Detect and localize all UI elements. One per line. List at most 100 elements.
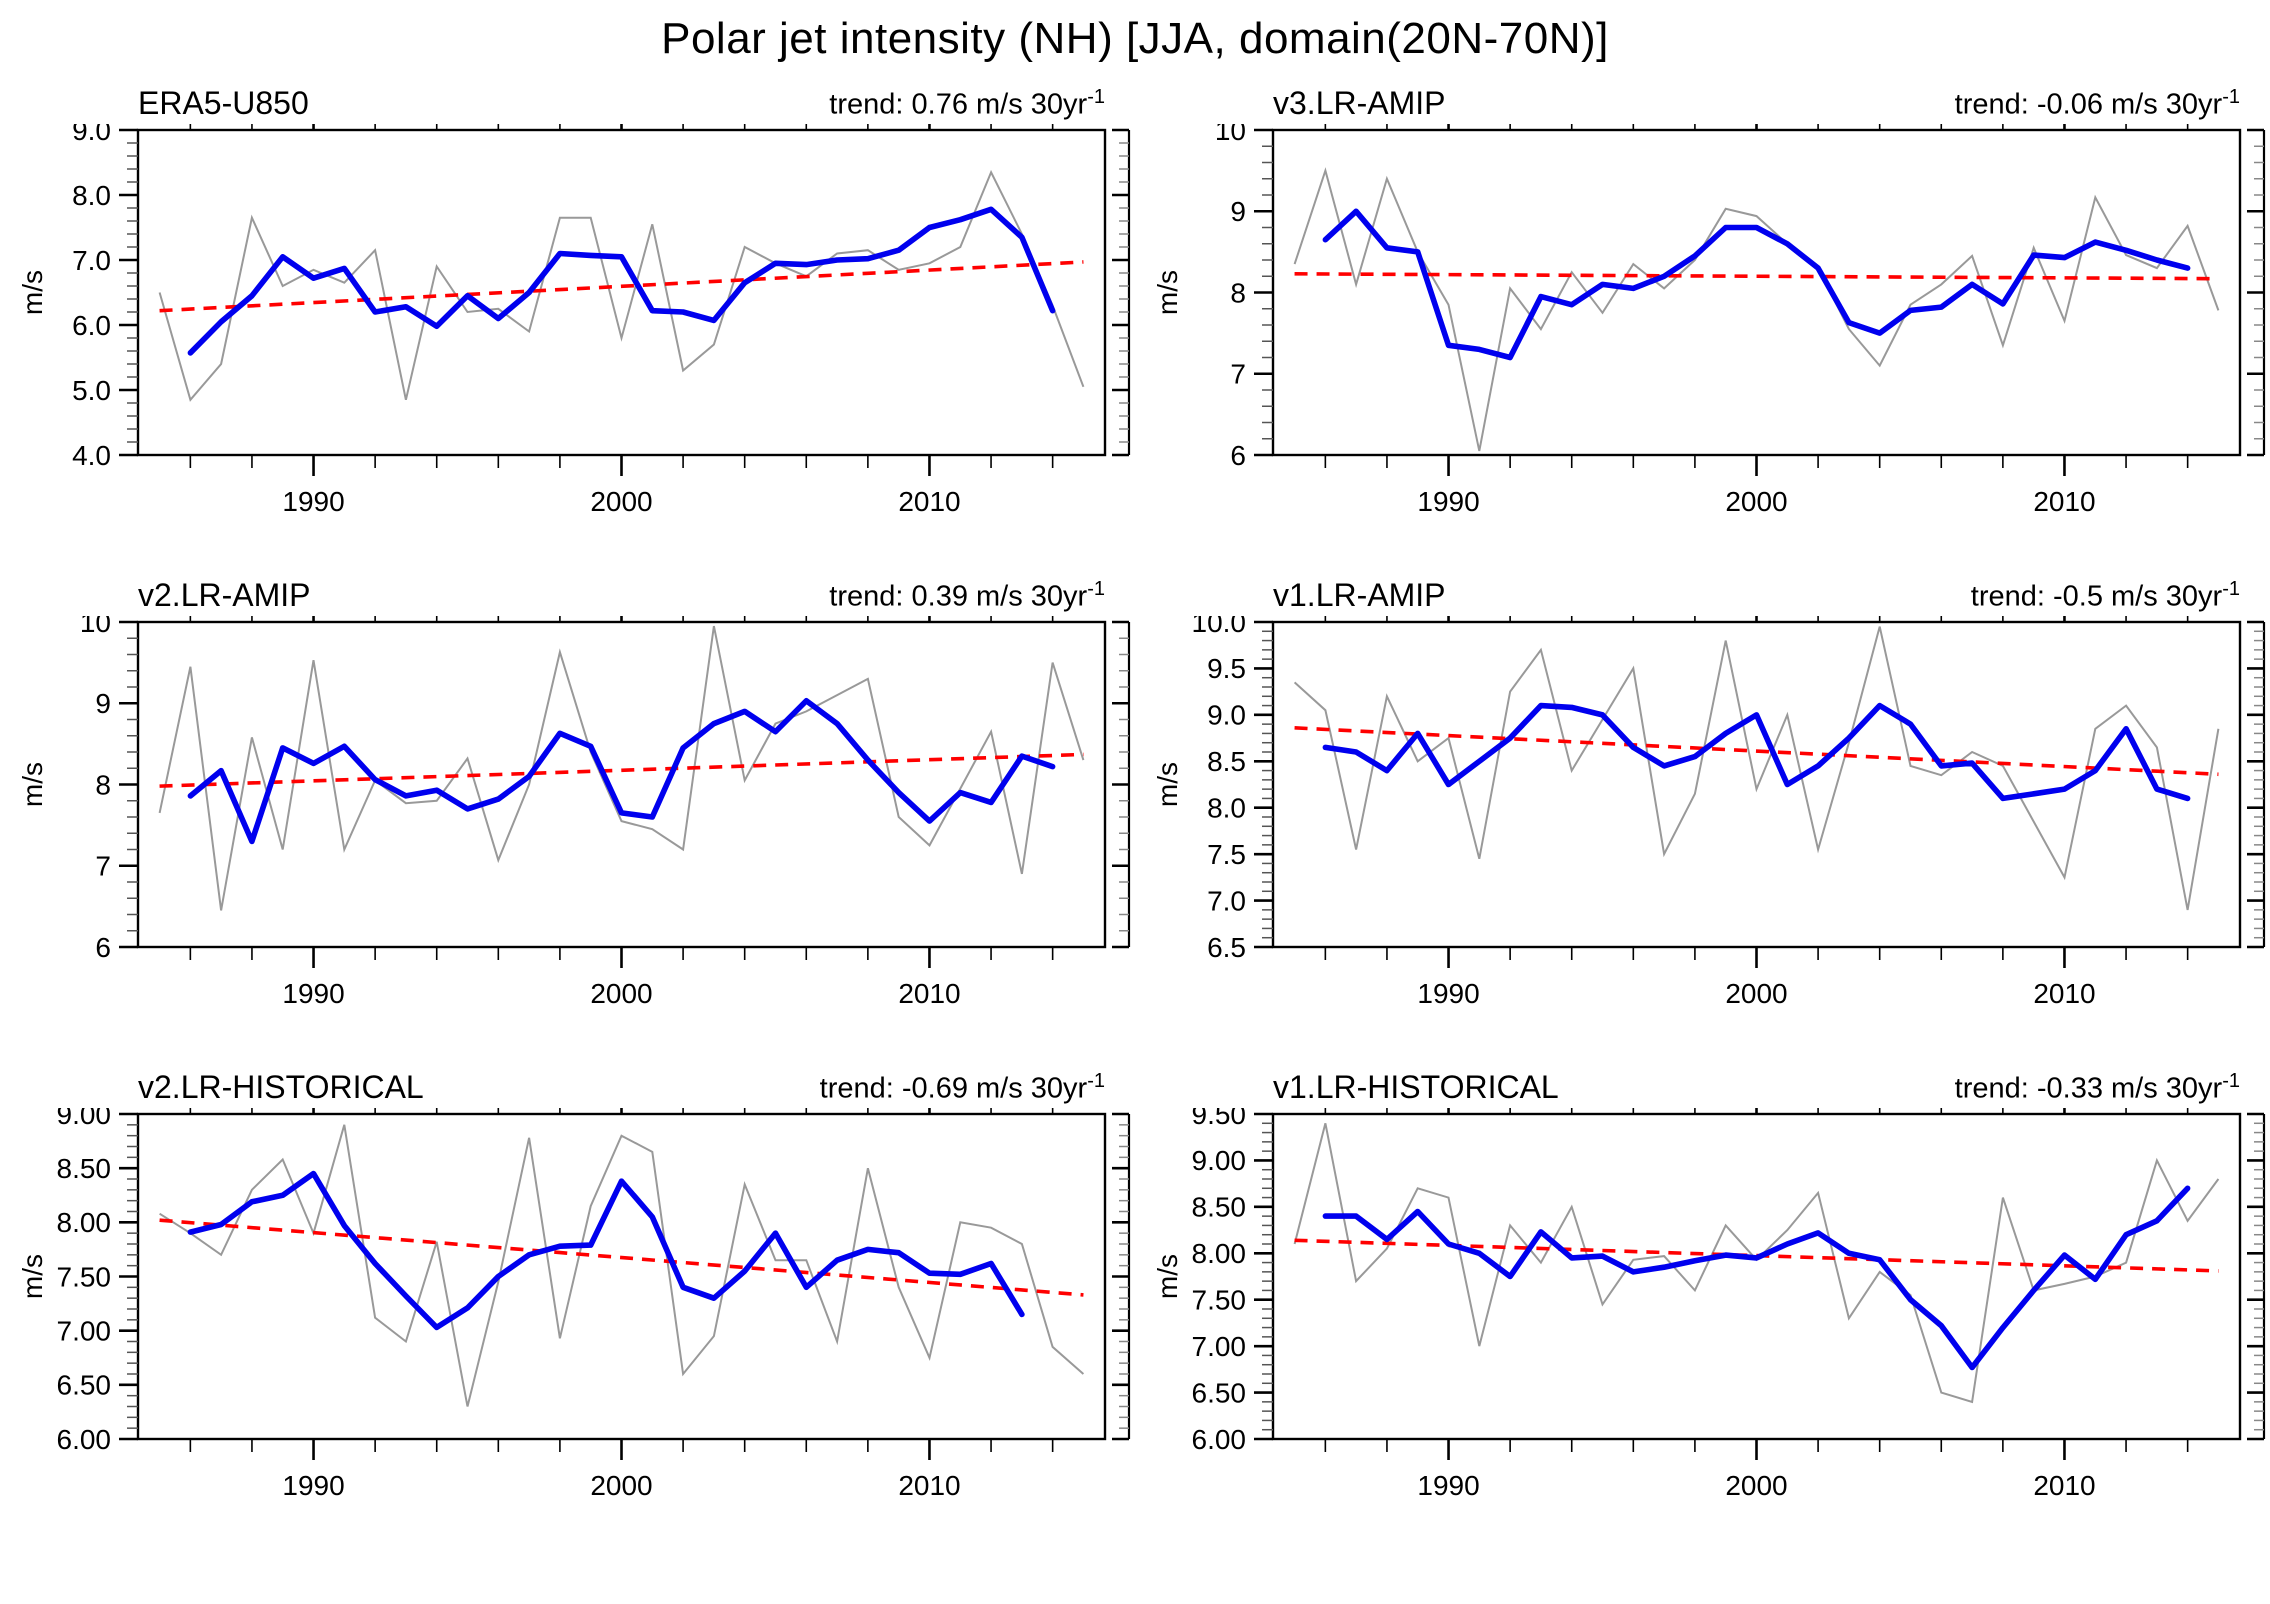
svg-text:7: 7 bbox=[1230, 359, 1246, 390]
trend-exponent: -1 bbox=[2222, 1070, 2240, 1093]
plot-v2-lr-amip: 1990 2000 2010 6 7 8 9 10 m/s bbox=[17, 616, 1131, 1009]
x-tick-labels: 1990 2000 2010 bbox=[1417, 978, 2095, 1009]
panel-v3-lr-amip: v3.LR-AMIP trend: -0.06 m/s 30yr-1 1990 2… bbox=[1135, 76, 2270, 568]
smooth-series bbox=[1322, 702, 2191, 802]
svg-text:7.00: 7.00 bbox=[1192, 1331, 1247, 1362]
svg-text:2000: 2000 bbox=[1725, 486, 1787, 517]
trend-text: trend: -0.5 m/s 30yr bbox=[1970, 581, 2223, 613]
trend bbox=[1294, 726, 2219, 777]
panel-header: v1.LR-AMIP trend: -0.5 m/s 30yr-1 bbox=[1135, 568, 2270, 616]
svg-text:4.0: 4.0 bbox=[72, 440, 111, 471]
trend-text: trend: -0.33 m/s 30yr bbox=[1954, 1073, 2223, 1105]
panel-header: v2.LR-AMIP trend: 0.39 m/s 30yr-1 bbox=[0, 568, 1135, 616]
svg-text:9.00: 9.00 bbox=[1192, 1145, 1247, 1176]
panel-era5-u850: ERA5-U850 trend: 0.76 m/s 30yr-1 1990 200… bbox=[0, 76, 1135, 568]
raw-series bbox=[1293, 167, 2220, 452]
y-axis-ticks bbox=[119, 128, 138, 457]
svg-text:1990: 1990 bbox=[282, 486, 344, 517]
panel-v2-lr-amip: v2.LR-AMIP trend: 0.39 m/s 30yr-1 1990 20… bbox=[0, 568, 1135, 1060]
svg-text:9: 9 bbox=[95, 688, 111, 719]
svg-text:8.5: 8.5 bbox=[1207, 746, 1246, 777]
svg-text:6: 6 bbox=[95, 932, 111, 963]
plot-era5-u850: 1990 2000 2010 4.0 5.0 6.0 7.0 8.0 9.0 m/s bbox=[17, 124, 1131, 517]
svg-text:6.50: 6.50 bbox=[1192, 1377, 1247, 1408]
smooth-series bbox=[187, 698, 1056, 845]
panel-header: v2.LR-HISTORICAL trend: -0.69 m/s 30yr-1 bbox=[0, 1060, 1135, 1108]
y-tick-labels: 6 7 8 9 10 bbox=[1215, 124, 1246, 471]
panel-v1-lr-amip: v1.LR-AMIP trend: -0.5 m/s 30yr-1 1990 20… bbox=[1135, 568, 2270, 1060]
svg-text:2000: 2000 bbox=[590, 978, 652, 1009]
svg-text:1990: 1990 bbox=[282, 1470, 344, 1501]
trend-annotation: trend: 0.39 m/s 30yr-1 bbox=[829, 578, 1105, 614]
svg-text:2000: 2000 bbox=[1725, 1470, 1787, 1501]
svg-text:9: 9 bbox=[1230, 196, 1246, 227]
y-axis-label: m/s bbox=[17, 1254, 48, 1299]
svg-text:2010: 2010 bbox=[898, 1470, 960, 1501]
panel-header: v3.LR-AMIP trend: -0.06 m/s 30yr-1 bbox=[1135, 76, 2270, 124]
svg-text:6: 6 bbox=[1230, 440, 1246, 471]
plot-v1-lr-historical: 1990 2000 2010 6.00 6.50 7.00 7.50 8.00 8.50 9.00… bbox=[1152, 1108, 2266, 1501]
right-offset-axis bbox=[2247, 620, 2266, 949]
raw-series-line bbox=[158, 169, 1085, 402]
x-axes bbox=[189, 124, 1054, 476]
raw-series bbox=[1293, 1123, 2220, 1404]
trend-annotation: trend: -0.33 m/s 30yr-1 bbox=[1955, 1070, 2240, 1106]
smooth-series bbox=[187, 206, 1056, 356]
panel-header: v1.LR-HISTORICAL trend: -0.33 m/s 30yr-1 bbox=[1135, 1060, 2270, 1108]
y-tick-labels: 6.00 6.50 7.00 7.50 8.00 8.50 9.00 9.50 bbox=[1192, 1108, 1247, 1455]
y-axis-ticks bbox=[119, 620, 138, 949]
smooth-series-line bbox=[1322, 208, 2191, 361]
smooth-series-line bbox=[187, 698, 1056, 845]
svg-text:9.0: 9.0 bbox=[1207, 700, 1246, 731]
trend-line bbox=[1294, 726, 2219, 777]
panel-v2-lr-historical: v2.LR-HISTORICAL trend: -0.69 m/s 30yr-1… bbox=[0, 1060, 1135, 1552]
svg-text:7.50: 7.50 bbox=[1192, 1285, 1247, 1316]
svg-text:7.0: 7.0 bbox=[72, 245, 111, 276]
svg-text:m/s: m/s bbox=[17, 270, 48, 315]
svg-text:10.0: 10.0 bbox=[1192, 616, 1247, 638]
svg-text:2010: 2010 bbox=[898, 486, 960, 517]
plot-border bbox=[136, 128, 1107, 457]
y-tick-labels: 6.00 6.50 7.00 7.50 8.00 8.50 9.00 bbox=[57, 1108, 112, 1455]
svg-text:9.5: 9.5 bbox=[1207, 653, 1246, 684]
x-axes bbox=[1324, 1108, 2189, 1460]
trend-exponent: -1 bbox=[1087, 86, 1105, 109]
svg-text:8.00: 8.00 bbox=[1192, 1238, 1247, 1269]
plot-border bbox=[136, 620, 1107, 949]
panel-grid: ERA5-U850 trend: 0.76 m/s 30yr-1 1990 200… bbox=[0, 76, 2270, 1552]
svg-text:2010: 2010 bbox=[2033, 1470, 2095, 1501]
svg-text:6.0: 6.0 bbox=[72, 310, 111, 341]
smooth-series-line bbox=[187, 206, 1056, 356]
smooth-series-line bbox=[187, 1170, 1025, 1331]
svg-text:8.0: 8.0 bbox=[1207, 793, 1246, 824]
x-tick-labels: 1990 2000 2010 bbox=[1417, 1470, 2095, 1501]
svg-text:7.00: 7.00 bbox=[57, 1315, 112, 1346]
trend-text: trend: -0.06 m/s 30yr bbox=[1954, 89, 2223, 121]
svg-text:8.50: 8.50 bbox=[57, 1153, 112, 1184]
y-axis-ticks bbox=[1254, 1112, 1273, 1441]
x-axes bbox=[1324, 616, 2189, 968]
panel-title: v1.LR-HISTORICAL bbox=[1273, 1069, 1559, 1105]
svg-text:2000: 2000 bbox=[1725, 978, 1787, 1009]
trend-exponent: -1 bbox=[1087, 578, 1105, 601]
raw-series-line bbox=[1293, 626, 2220, 911]
right-offset-axis bbox=[1112, 128, 1131, 457]
svg-text:1990: 1990 bbox=[1417, 978, 1479, 1009]
trend-annotation: trend: -0.69 m/s 30yr-1 bbox=[820, 1070, 1105, 1106]
svg-text:1990: 1990 bbox=[1417, 486, 1479, 517]
y-axis-label: m/s bbox=[17, 270, 48, 315]
raw-series bbox=[158, 625, 1085, 911]
trend-text: trend: -0.69 m/s 30yr bbox=[819, 1073, 1088, 1105]
smooth-series bbox=[1322, 1185, 2191, 1371]
plot-v1-lr-amip: 1990 2000 2010 6.5 7.0 7.5 8.0 8.5 9.0 9.5 10.0 m/s bbox=[1152, 616, 2266, 1009]
svg-text:m/s: m/s bbox=[17, 762, 48, 807]
svg-text:8: 8 bbox=[95, 769, 111, 800]
y-tick-labels: 4.0 5.0 6.0 7.0 8.0 9.0 bbox=[72, 124, 111, 471]
x-tick-labels: 1990 2000 2010 bbox=[282, 1470, 960, 1501]
trend-text: trend: 0.39 m/s 30yr bbox=[829, 581, 1088, 613]
panel-title: v1.LR-AMIP bbox=[1273, 577, 1446, 613]
right-offset-axis bbox=[2247, 128, 2266, 457]
svg-text:6.50: 6.50 bbox=[57, 1370, 112, 1401]
svg-text:m/s: m/s bbox=[1152, 762, 1183, 807]
y-axis-label: m/s bbox=[1152, 1254, 1183, 1299]
